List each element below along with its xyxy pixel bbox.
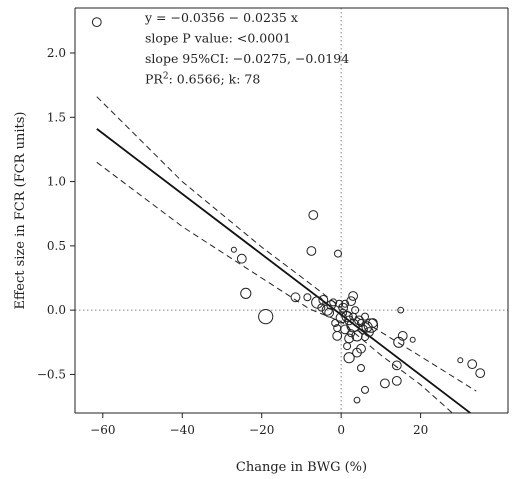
annotation-text: : 0.6566; k: 78 xyxy=(169,72,261,87)
data-point xyxy=(236,253,247,264)
x-tick-label: −20 xyxy=(249,423,274,437)
data-point xyxy=(348,291,359,301)
y-tick-label: 2.0 xyxy=(47,46,66,60)
data-point xyxy=(306,246,317,256)
data-point xyxy=(475,368,486,379)
superscript-text: 2 xyxy=(163,72,169,82)
data-point xyxy=(311,296,324,309)
data-point xyxy=(391,360,402,371)
x-tick-label: −60 xyxy=(90,423,115,437)
ci-lower-line xyxy=(96,161,453,413)
data-point xyxy=(339,308,348,317)
data-point xyxy=(317,303,326,312)
data-point xyxy=(352,347,362,358)
data-point xyxy=(349,312,358,321)
data-point xyxy=(332,331,343,341)
x-tick-label: 0 xyxy=(337,423,345,437)
data-point xyxy=(258,309,274,325)
data-point xyxy=(357,364,365,372)
data-point xyxy=(341,299,350,308)
plot-area xyxy=(91,17,486,413)
data-point xyxy=(397,306,405,314)
data-point xyxy=(308,210,319,220)
data-point xyxy=(331,319,340,327)
data-point xyxy=(353,396,361,404)
annotation-text: slope P value: <0.0001 xyxy=(145,31,291,46)
data-point xyxy=(341,311,353,323)
data-point xyxy=(361,385,369,394)
data-point xyxy=(343,352,355,364)
data-point xyxy=(343,342,352,351)
data-point xyxy=(467,359,478,370)
y-axis-title: Effect size in FCR (FCR units) xyxy=(13,112,28,310)
data-point xyxy=(409,336,416,343)
data-point xyxy=(347,329,356,338)
data-point xyxy=(91,17,102,28)
data-point xyxy=(397,331,408,341)
annotation-text: y = −0.0356 − 0.0235 x xyxy=(144,10,298,25)
annotation-line: slope 95%CI: −0.0275, −0.0194 xyxy=(145,51,349,66)
data-point xyxy=(240,287,252,299)
y-tick-label: 0.0 xyxy=(47,303,66,317)
data-point xyxy=(329,298,338,307)
y-tick-label: 0.5 xyxy=(47,239,66,253)
annotation-text: PR xyxy=(145,72,163,87)
data-point xyxy=(338,302,349,313)
ci-upper-line xyxy=(96,96,477,392)
annotation-line: slope P value: <0.0001 xyxy=(145,31,291,46)
data-point xyxy=(368,318,378,328)
annotation-line: PR2: 0.6566; k: 78 xyxy=(145,72,260,87)
y-tick-label: −0.5 xyxy=(37,367,66,381)
regression-line xyxy=(96,128,471,413)
x-tick-label: 20 xyxy=(413,423,428,437)
x-tick-label: −40 xyxy=(170,423,195,437)
y-tick-label: 1.5 xyxy=(47,110,66,124)
annotation-line: y = −0.0356 − 0.0235 x xyxy=(144,10,298,25)
data-point xyxy=(335,312,347,324)
data-point xyxy=(457,357,464,364)
data-point xyxy=(391,376,402,386)
data-point xyxy=(290,292,301,303)
y-tick-label: 1.0 xyxy=(47,175,66,189)
data-point xyxy=(334,249,342,258)
data-point xyxy=(324,307,335,318)
x-axis-title: Change in BWG (%) xyxy=(236,460,367,475)
data-point xyxy=(380,378,390,389)
data-point xyxy=(303,293,312,302)
data-point xyxy=(230,246,237,253)
data-point xyxy=(361,312,369,321)
data-point xyxy=(333,324,342,333)
annotation-text: slope 95%CI: −0.0275, −0.0194 xyxy=(145,51,349,66)
data-point xyxy=(346,296,357,307)
